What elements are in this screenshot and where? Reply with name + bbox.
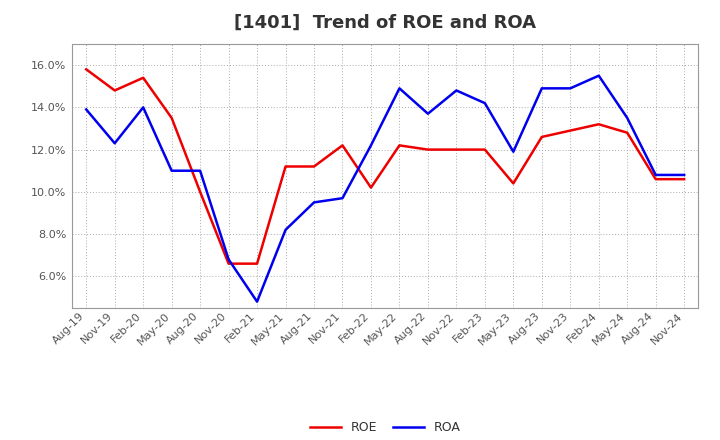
ROA [167, 168, 176, 173]
ROE [82, 67, 91, 72]
ROE [595, 121, 603, 127]
ROA [310, 200, 318, 205]
ROE [395, 143, 404, 148]
ROE [282, 164, 290, 169]
ROA [566, 86, 575, 91]
ROA [509, 149, 518, 154]
ROE [110, 88, 119, 93]
ROA [480, 100, 489, 106]
ROA [110, 141, 119, 146]
ROA [652, 172, 660, 178]
ROE [253, 261, 261, 266]
ROA [537, 86, 546, 91]
ROA [623, 115, 631, 121]
ROE [566, 128, 575, 133]
ROA [282, 227, 290, 232]
ROA [452, 88, 461, 93]
ROE [139, 75, 148, 81]
ROE [366, 185, 375, 190]
ROE [680, 176, 688, 182]
Title: [1401]  Trend of ROE and ROA: [1401] Trend of ROE and ROA [234, 13, 536, 31]
Legend: ROE, ROA: ROE, ROA [305, 416, 466, 439]
ROA [82, 107, 91, 112]
ROA [253, 299, 261, 304]
ROE [423, 147, 432, 152]
ROE [537, 134, 546, 139]
ROA [680, 172, 688, 178]
ROA [139, 105, 148, 110]
ROA [196, 168, 204, 173]
ROE [167, 115, 176, 121]
ROE [509, 181, 518, 186]
Line: ROA: ROA [86, 76, 684, 302]
ROE [338, 143, 347, 148]
ROE [452, 147, 461, 152]
ROA [225, 257, 233, 262]
ROA [595, 73, 603, 78]
ROE [480, 147, 489, 152]
ROE [623, 130, 631, 136]
ROA [338, 195, 347, 201]
ROA [423, 111, 432, 116]
ROE [225, 261, 233, 266]
ROA [366, 143, 375, 148]
Line: ROE: ROE [86, 70, 684, 264]
ROE [310, 164, 318, 169]
ROE [196, 189, 204, 194]
ROE [652, 176, 660, 182]
ROA [395, 86, 404, 91]
